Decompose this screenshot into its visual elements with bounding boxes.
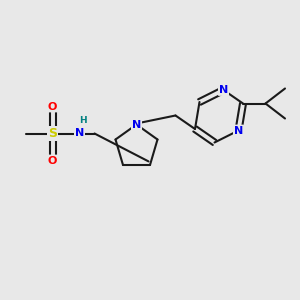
- Text: O: O: [48, 101, 57, 112]
- Text: O: O: [48, 155, 57, 166]
- Text: N: N: [132, 119, 141, 130]
- Text: N: N: [75, 128, 84, 139]
- Text: H: H: [79, 116, 87, 125]
- Text: S: S: [48, 127, 57, 140]
- Text: N: N: [234, 125, 243, 136]
- Text: N: N: [219, 85, 228, 95]
